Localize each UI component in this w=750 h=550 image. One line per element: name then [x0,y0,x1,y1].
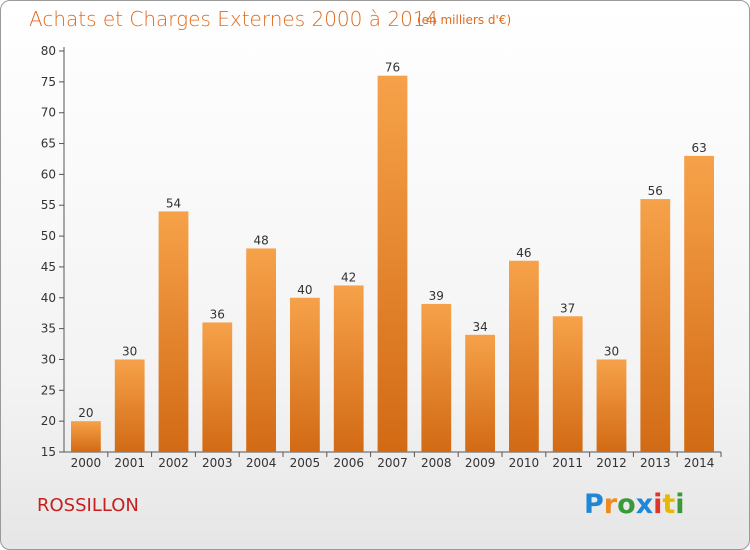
data-label: 42 [341,270,356,284]
y-tick-label: 30 [41,352,56,366]
bar-2001 [114,359,145,452]
logo-letter: t [662,489,676,520]
x-tick-label: 2008 [421,456,452,470]
bar-2009 [465,334,495,452]
bar-2010 [509,260,539,452]
x-tick-label: 2010 [509,456,540,470]
logo-letter: o [617,489,636,520]
y-tick-label: 70 [41,106,56,120]
data-label: 63 [691,141,706,155]
bar-2004 [246,248,276,452]
y-tick-label: 50 [41,229,56,243]
bar-2011 [552,316,583,452]
data-label: 48 [253,233,268,247]
y-tick-label: 80 [41,44,56,58]
data-label: 37 [560,301,575,315]
data-label: 34 [472,320,487,334]
bar-2013 [640,199,671,452]
bar-2003 [202,322,233,452]
x-tick-label: 2012 [596,456,627,470]
x-tick-label: 2000 [71,456,102,470]
logo-letter: x [635,489,654,520]
chart-title: Achats et Charges Externes 2000 à 2014 [29,7,439,31]
y-tick-label: 55 [41,198,56,212]
x-tick-label: 2006 [333,456,364,470]
y-tick-label: 15 [41,445,56,459]
bar-2008 [421,303,452,452]
data-label: 36 [210,307,225,321]
y-tick-label: 75 [41,75,56,89]
y-tick-label: 40 [41,291,56,305]
logo-letter: P [584,489,604,520]
y-tick-label: 35 [41,322,56,336]
location-name: ROSSILLON [37,495,139,516]
x-tick-label: 2004 [246,456,277,470]
bar-2002 [158,211,189,452]
data-label: 30 [604,344,619,358]
data-label: 30 [122,344,137,358]
x-tick-label: 2003 [202,456,233,470]
x-tick-label: 2001 [114,456,145,470]
bar-2005 [290,297,320,452]
data-label: 56 [648,184,663,198]
logo-letter: i [675,489,685,520]
y-tick-label: 60 [41,167,56,181]
data-label: 40 [297,283,312,297]
bar-2007 [377,75,408,452]
y-tick-label: 65 [41,137,56,151]
logo-letter: r [603,489,618,520]
x-tick-label: 2011 [552,456,583,470]
x-tick-label: 2007 [377,456,408,470]
x-tick-label: 2002 [158,456,189,470]
data-label: 76 [385,61,400,75]
y-tick-label: 45 [41,260,56,274]
bar-2014 [684,155,714,452]
bar-2012 [596,359,627,452]
data-label: 46 [516,246,531,260]
proxiti-logo[interactable]: Proxiti [584,489,685,520]
x-tick-label: 2005 [290,456,321,470]
data-label: 39 [429,289,444,303]
data-label: 20 [78,406,93,420]
bar-2006 [333,285,364,452]
x-tick-label: 2009 [465,456,496,470]
chart-subtitle: (en milliers d'€) [417,13,512,27]
bar-2000 [71,421,101,452]
y-tick-label: 20 [41,414,56,428]
logo-letter: i [653,489,663,520]
y-tick-label: 25 [41,383,56,397]
x-tick-label: 2013 [640,456,671,470]
data-label: 54 [166,196,181,210]
x-tick-label: 2014 [684,456,715,470]
